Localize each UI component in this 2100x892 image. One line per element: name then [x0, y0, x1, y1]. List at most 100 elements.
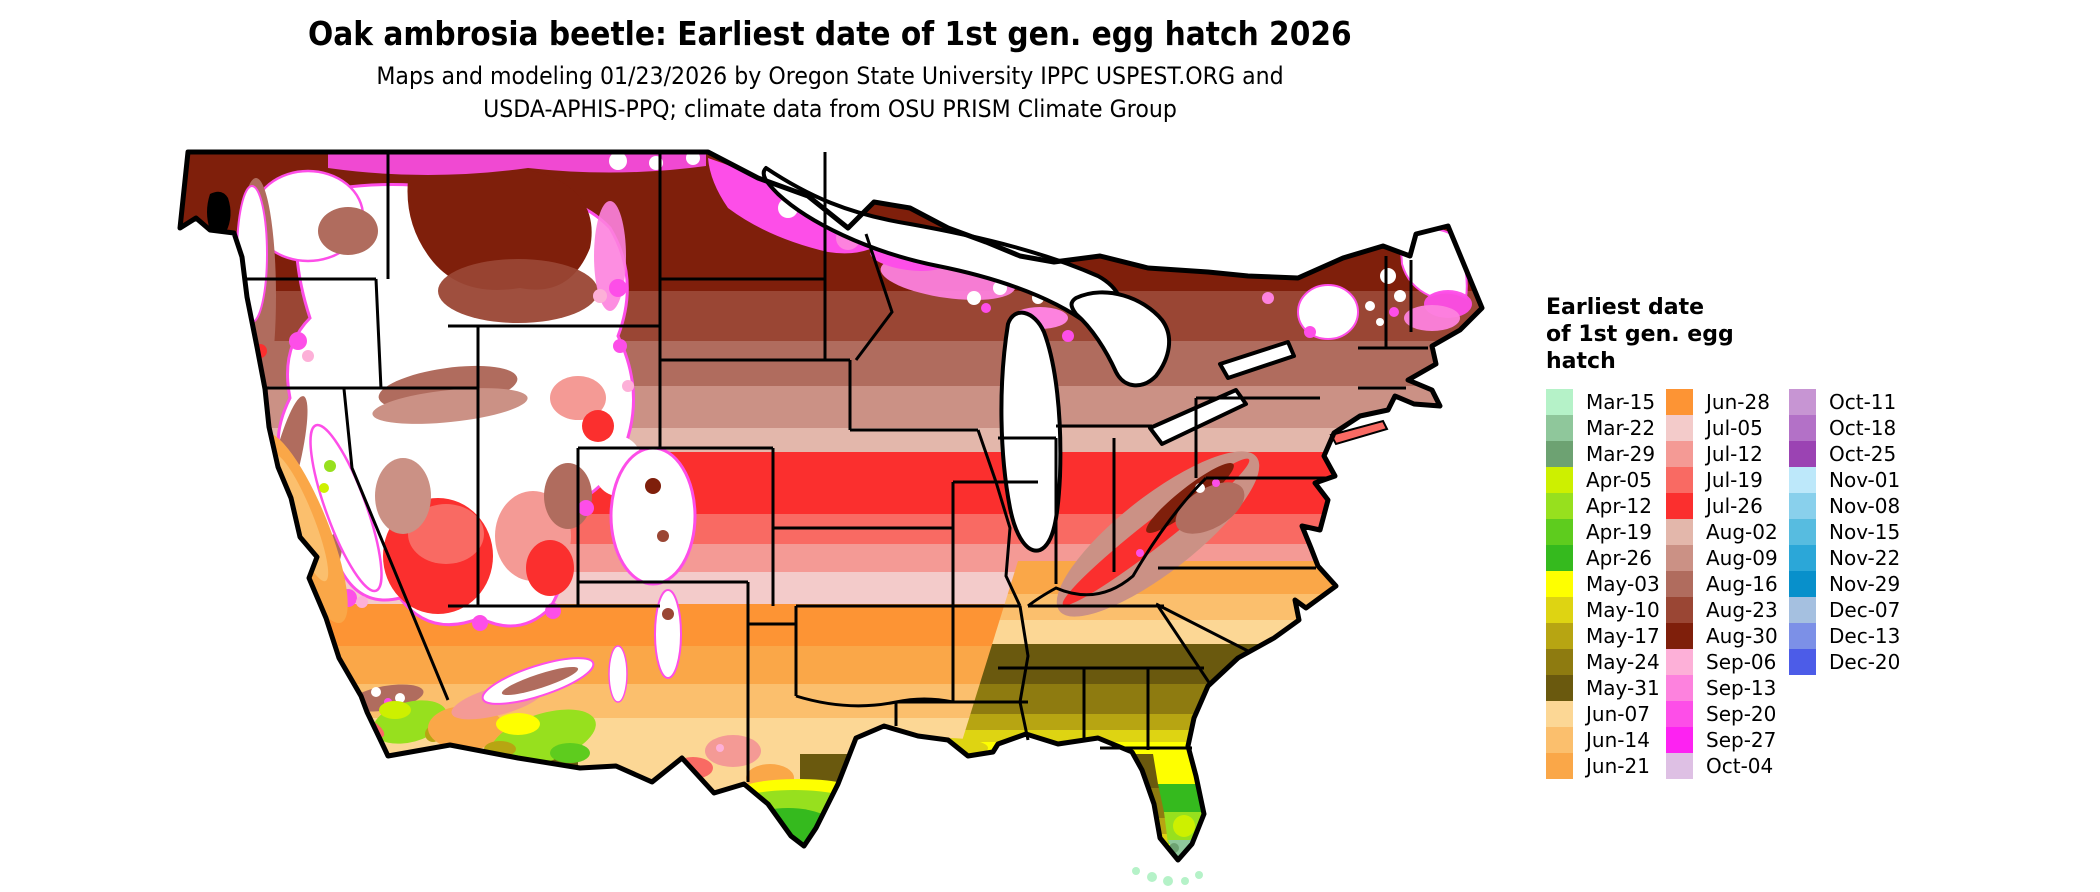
legend-entry: May-03 [1546, 571, 1660, 597]
legend-entry: Apr-26 [1546, 545, 1660, 571]
map-band-apr26 [148, 868, 1533, 892]
legend-entry: Jul-26 [1666, 493, 1778, 519]
legend-entry: Aug-02 [1666, 519, 1778, 545]
legend-entry: Apr-12 [1546, 493, 1660, 519]
legend-entry: Apr-05 [1546, 467, 1660, 493]
legend-swatch [1789, 441, 1816, 467]
se-band-may24 [970, 684, 1358, 714]
legend-label: Apr-19 [1586, 520, 1652, 544]
legend-label: Apr-05 [1586, 468, 1652, 492]
legend-swatch [1789, 597, 1816, 623]
lake-erie [1148, 388, 1248, 446]
legend-swatch [1789, 415, 1816, 441]
map-band-may24 [180, 788, 1482, 818]
legend-entry: Sep-20 [1666, 701, 1778, 727]
legend-label: Jul-19 [1706, 468, 1763, 492]
legend-entry: Jun-14 [1546, 727, 1660, 753]
legend-label: Aug-02 [1706, 520, 1778, 544]
legend-label: Mar-15 [1586, 390, 1656, 414]
map-band-may10 [180, 834, 1482, 844]
legend-title: Earliest date of 1st gen. egg hatch [1546, 294, 1966, 375]
legend-swatch [1666, 441, 1693, 467]
legend-label: Nov-29 [1829, 572, 1901, 596]
legend-swatch [1546, 597, 1573, 623]
legend-swatch [1666, 649, 1693, 675]
legend-swatch [1666, 467, 1693, 493]
florida-keys [1132, 867, 1203, 886]
legend-label: Oct-11 [1829, 390, 1897, 414]
legend-column: Oct-11 Oct-18 Oct-25 Nov-01 Nov-08 Nov-15 Nov-… [1789, 389, 1900, 675]
legend-label: May-03 [1586, 572, 1660, 596]
legend-label: Mar-22 [1586, 416, 1656, 440]
legend-swatch [1789, 467, 1816, 493]
legend-swatch [1666, 493, 1693, 519]
legend-swatch [1546, 519, 1573, 545]
legend-label: Jun-14 [1586, 728, 1650, 752]
legend-swatch [1666, 571, 1693, 597]
legend-swatch [1789, 545, 1816, 571]
legend-swatch [1546, 623, 1573, 649]
legend-swatch [1546, 441, 1573, 467]
legend-entry: Nov-22 [1789, 545, 1900, 571]
legend-entry: Aug-09 [1666, 545, 1778, 571]
legend-label: Oct-25 [1829, 442, 1897, 466]
legend-swatch [1666, 519, 1693, 545]
map-band-may17 [180, 818, 1482, 834]
legend-label: Sep-27 [1706, 728, 1777, 752]
page-subtitle: Maps and modeling 01/23/2026 by Oregon S… [66, 60, 1593, 126]
lake-michigan [999, 310, 1063, 553]
legend-entry: Jul-19 [1666, 467, 1778, 493]
legend-swatch [1666, 545, 1693, 571]
legend-label: Sep-20 [1706, 702, 1777, 726]
legend-swatch [1666, 701, 1693, 727]
legend-label: Jul-05 [1706, 416, 1763, 440]
legend-label: Sep-06 [1706, 650, 1777, 674]
legend-swatch [1546, 467, 1573, 493]
legend-column: Jun-28 Jul-05 Jul-12 Jul-19 Jul-26 Aug-02 Aug-… [1666, 389, 1778, 779]
legend-label: Nov-08 [1829, 494, 1901, 518]
legend-label: May-17 [1586, 624, 1660, 648]
legend-swatch [1546, 701, 1573, 727]
legend-label: Jul-26 [1706, 494, 1763, 518]
se-band-may31 [979, 644, 1358, 684]
legend-swatch [1666, 623, 1693, 649]
west-mountains-overlay [236, 161, 697, 767]
legend-entry: Oct-11 [1789, 389, 1900, 415]
legend-entry: Oct-25 [1789, 441, 1900, 467]
puget-sound [207, 191, 231, 236]
great-lakes [761, 166, 1296, 553]
legend-label: Mar-29 [1586, 442, 1656, 466]
legend-label: Jun-21 [1586, 754, 1650, 778]
legend-swatch [1666, 675, 1693, 701]
map-band-jun21 [180, 646, 1482, 684]
legend-swatch [1666, 415, 1693, 441]
map-band-jun07 [180, 718, 1482, 754]
legend-entry: Nov-29 [1789, 571, 1900, 597]
subtitle-line-1: Maps and modeling 01/23/2026 by Oregon S… [376, 62, 1284, 90]
map-band-apr12 [180, 854, 1482, 860]
legend-label: Apr-12 [1586, 494, 1652, 518]
legend-label: Dec-20 [1829, 650, 1901, 674]
state-borders [244, 152, 1428, 782]
legend-title-line: of 1st gen. egg [1546, 322, 1734, 347]
legend-entry: Jun-07 [1546, 701, 1660, 727]
legend-title-line: Earliest date [1546, 295, 1705, 320]
northeast-overlay [1262, 228, 1472, 340]
legend-label: Jun-07 [1586, 702, 1650, 726]
legend-entry: Dec-13 [1789, 623, 1900, 649]
legend-entry: Mar-15 [1546, 389, 1660, 415]
legend-label: Aug-30 [1706, 624, 1778, 648]
legend-entry: Aug-30 [1666, 623, 1778, 649]
legend-entry: May-17 [1546, 623, 1660, 649]
page-title-text: Oak ambrosia beetle: Earliest date of 1s… [308, 14, 1352, 53]
legend-label: Sep-13 [1706, 676, 1777, 700]
legend-label: Apr-26 [1586, 546, 1652, 570]
legend-swatch [1789, 519, 1816, 545]
legend-label: May-31 [1586, 676, 1660, 700]
legend-label: Oct-04 [1706, 754, 1774, 778]
legend-title-line: hatch [1546, 349, 1616, 374]
legend-swatch [1789, 571, 1816, 597]
legend-swatch [1666, 753, 1693, 779]
legend-swatch [1546, 415, 1573, 441]
legend-entry: Sep-13 [1666, 675, 1778, 701]
